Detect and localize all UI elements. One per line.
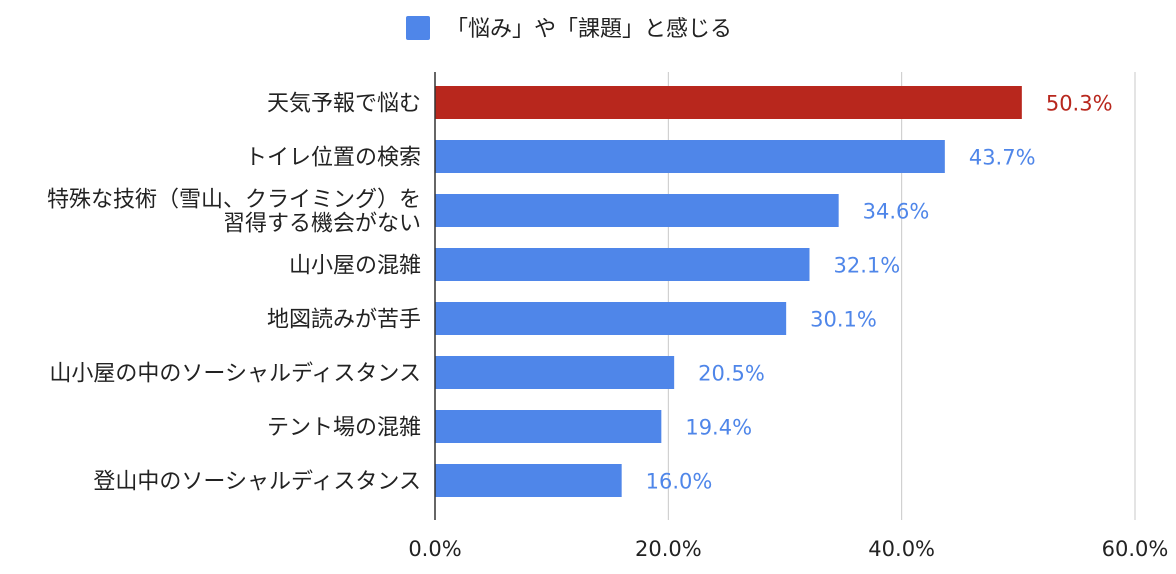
data-label: 32.1% bbox=[834, 254, 901, 278]
bar bbox=[435, 410, 662, 443]
bar bbox=[435, 194, 839, 227]
category-label: 山小屋の混雑 bbox=[289, 254, 421, 279]
x-tick-label: 0.0% bbox=[408, 537, 461, 561]
axes: 0.0% 20.0% 40.0% 60.0% 天気予報で悩むトイレ位置の検索特殊な技術（… bbox=[47, 72, 1168, 561]
bar bbox=[435, 140, 945, 173]
category-label: 登山中のソーシャルディスタンス bbox=[93, 470, 421, 495]
bar bbox=[435, 248, 810, 281]
data-label: 20.5% bbox=[698, 362, 765, 386]
x-tick-label: 60.0% bbox=[1102, 537, 1169, 561]
category-label: 特殊な技術（雪山、クライミング）を bbox=[47, 188, 421, 213]
category-label: 山小屋の中のソーシャルディスタンス bbox=[49, 362, 421, 387]
legend-swatch bbox=[406, 16, 430, 40]
data-label: 16.0% bbox=[646, 470, 713, 494]
data-label: 50.3% bbox=[1046, 92, 1113, 116]
legend: 「悩み」や「課題」と感じる bbox=[406, 16, 732, 42]
bar bbox=[435, 86, 1022, 119]
data-label: 34.6% bbox=[863, 200, 930, 224]
data-label: 43.7% bbox=[969, 146, 1036, 170]
category-label: テント場の混雑 bbox=[267, 416, 421, 441]
bar bbox=[435, 356, 675, 389]
legend-label: 「悩み」や「課題」と感じる bbox=[446, 17, 732, 42]
bars: 50.3% 43.7% 34.6% 32.1% 30.1% 20.5% 19.4% 16.0% bbox=[435, 86, 1113, 497]
bar bbox=[435, 302, 787, 335]
x-tick-label: 20.0% bbox=[635, 537, 702, 561]
bar bbox=[435, 464, 622, 497]
data-label: 19.4% bbox=[685, 416, 752, 440]
category-label: 習得する機会がない bbox=[223, 212, 421, 237]
category-label: 地図読みが苦手 bbox=[267, 308, 421, 333]
gridlines bbox=[667, 72, 1136, 520]
category-label: トイレ位置の検索 bbox=[245, 146, 421, 171]
category-label: 天気予報で悩む bbox=[267, 92, 421, 117]
data-label: 30.1% bbox=[810, 308, 877, 332]
x-tick-label: 40.0% bbox=[868, 537, 935, 561]
